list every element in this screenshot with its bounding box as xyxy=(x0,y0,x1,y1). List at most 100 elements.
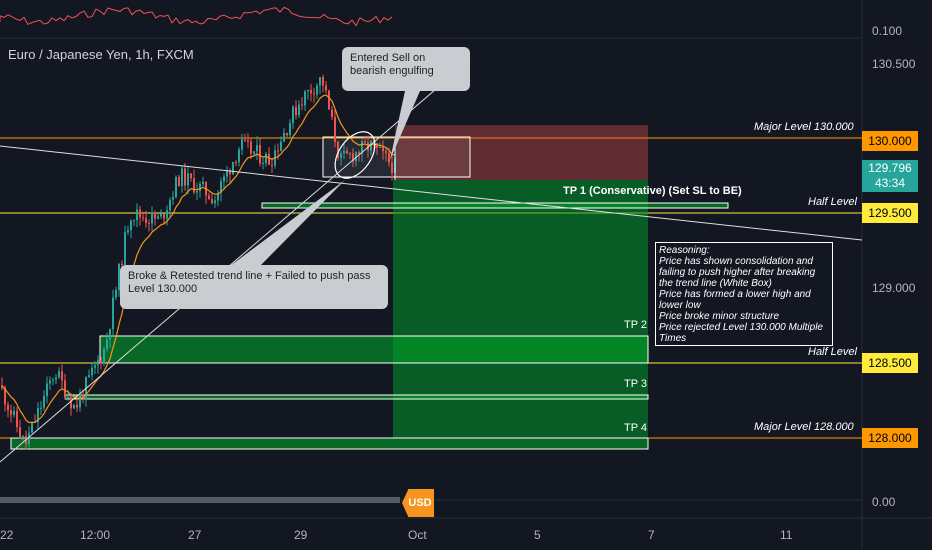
candle-body xyxy=(295,106,297,116)
candle-body xyxy=(208,195,210,200)
candle-body xyxy=(136,209,138,221)
candle-body xyxy=(388,152,390,163)
candle-body xyxy=(379,147,381,149)
current-price-badge: 129.796 43:34 xyxy=(862,160,918,192)
price-badge-129500: 129.500 xyxy=(862,203,918,223)
candle-body xyxy=(331,109,333,118)
descending-trend-line xyxy=(0,145,863,241)
candle-body xyxy=(175,177,177,198)
candle-body xyxy=(196,191,198,193)
candle-body xyxy=(220,181,222,193)
candle-body xyxy=(340,153,342,159)
level-label-half-1295: Half Level xyxy=(808,196,857,208)
level-label-major-130: Major Level 130.000 xyxy=(754,121,854,133)
candle-body xyxy=(229,170,231,175)
symbol-title: Euro / Japanese Yen, 1h, FXCM xyxy=(8,47,194,62)
candle-body xyxy=(37,407,39,423)
candle-body xyxy=(133,220,135,222)
candle-body xyxy=(82,394,84,400)
candle-body xyxy=(253,151,255,154)
candle-body xyxy=(73,404,75,409)
candle-body xyxy=(214,200,216,204)
indicator-tick: 0.100 xyxy=(872,24,903,38)
candle-body xyxy=(127,230,129,233)
tp3-label: TP 3 xyxy=(624,378,648,390)
candle-body xyxy=(28,432,30,445)
candle-body xyxy=(226,170,228,177)
candle-body xyxy=(298,104,300,116)
price-badge-128500: 128.500 xyxy=(862,353,918,373)
reasoning-item: Price broke minor structure xyxy=(659,311,780,322)
candle-body xyxy=(241,139,243,150)
retest-callout: Broke & Retested trend line + Failed to … xyxy=(120,265,388,309)
candle-body xyxy=(169,199,171,211)
candle-body xyxy=(277,150,279,152)
candle-body xyxy=(13,410,15,415)
reasoning-heading: Reasoning: xyxy=(659,245,710,256)
candle-body xyxy=(97,360,99,366)
candle-body xyxy=(361,141,363,154)
candle-body xyxy=(64,380,66,398)
candle-body xyxy=(58,371,60,378)
candle-body xyxy=(55,377,57,380)
candle-body xyxy=(79,394,81,408)
candle-body xyxy=(271,164,273,166)
candle-body xyxy=(109,329,111,340)
reasoning-item: Price rejected Level 130.000 Multiple Ti… xyxy=(659,322,823,344)
candle-body xyxy=(319,77,321,86)
candle-body xyxy=(349,153,351,155)
tp4-box xyxy=(10,437,649,450)
current-price-value: 129.796 xyxy=(868,161,912,175)
candle-body xyxy=(40,407,42,409)
candle-body xyxy=(190,173,192,179)
candle-body xyxy=(88,375,90,378)
rsi-indicator-line xyxy=(0,6,393,27)
candle-body xyxy=(382,147,384,152)
candle-body xyxy=(112,297,114,330)
candle-body xyxy=(259,145,261,164)
candle-body xyxy=(235,161,237,163)
candle-body xyxy=(118,263,120,291)
candle-body xyxy=(367,142,369,151)
candle-body xyxy=(304,91,306,106)
price-badge-130000: 130.000 xyxy=(862,131,918,151)
consolidation-box xyxy=(322,136,471,178)
x-tick-11: 11 xyxy=(780,528,793,542)
candle-body xyxy=(316,85,318,95)
candle-body xyxy=(193,178,195,193)
candle-body xyxy=(139,209,141,218)
candle-body xyxy=(151,212,153,224)
x-tick-22: 22 xyxy=(0,528,14,542)
candle-body xyxy=(142,217,144,219)
candle-body xyxy=(52,379,54,381)
candle-body xyxy=(256,145,258,152)
candle-body xyxy=(370,140,372,151)
candle-body xyxy=(31,421,33,433)
ascending-trend-line xyxy=(0,59,471,463)
x-tick-1200: 12:00 xyxy=(80,528,111,542)
volume-tick: 0.00 xyxy=(872,495,896,509)
tp2-box xyxy=(99,335,649,364)
candle-body xyxy=(7,404,9,411)
currency-tag: USD xyxy=(402,489,434,517)
candle-body xyxy=(217,192,219,201)
candle-body xyxy=(307,89,309,92)
x-tick-oct: Oct xyxy=(408,528,427,542)
candle-body xyxy=(100,360,102,364)
candle-body xyxy=(157,216,159,219)
retest-callout-pointer xyxy=(230,180,345,266)
candle-body xyxy=(292,106,294,123)
candle-body xyxy=(130,220,132,231)
candle-body xyxy=(181,168,183,187)
level-label-half-1285: Half Level xyxy=(808,346,857,358)
candle-body xyxy=(187,173,189,186)
candle-body xyxy=(325,85,327,91)
candle-body xyxy=(70,397,72,409)
candle-body xyxy=(262,162,264,164)
candle-body xyxy=(172,197,174,200)
x-tick-5: 5 xyxy=(534,528,541,542)
indicator-line xyxy=(0,6,393,27)
candle-body xyxy=(115,290,117,298)
candle-body xyxy=(343,150,345,154)
candle-body xyxy=(94,365,96,368)
